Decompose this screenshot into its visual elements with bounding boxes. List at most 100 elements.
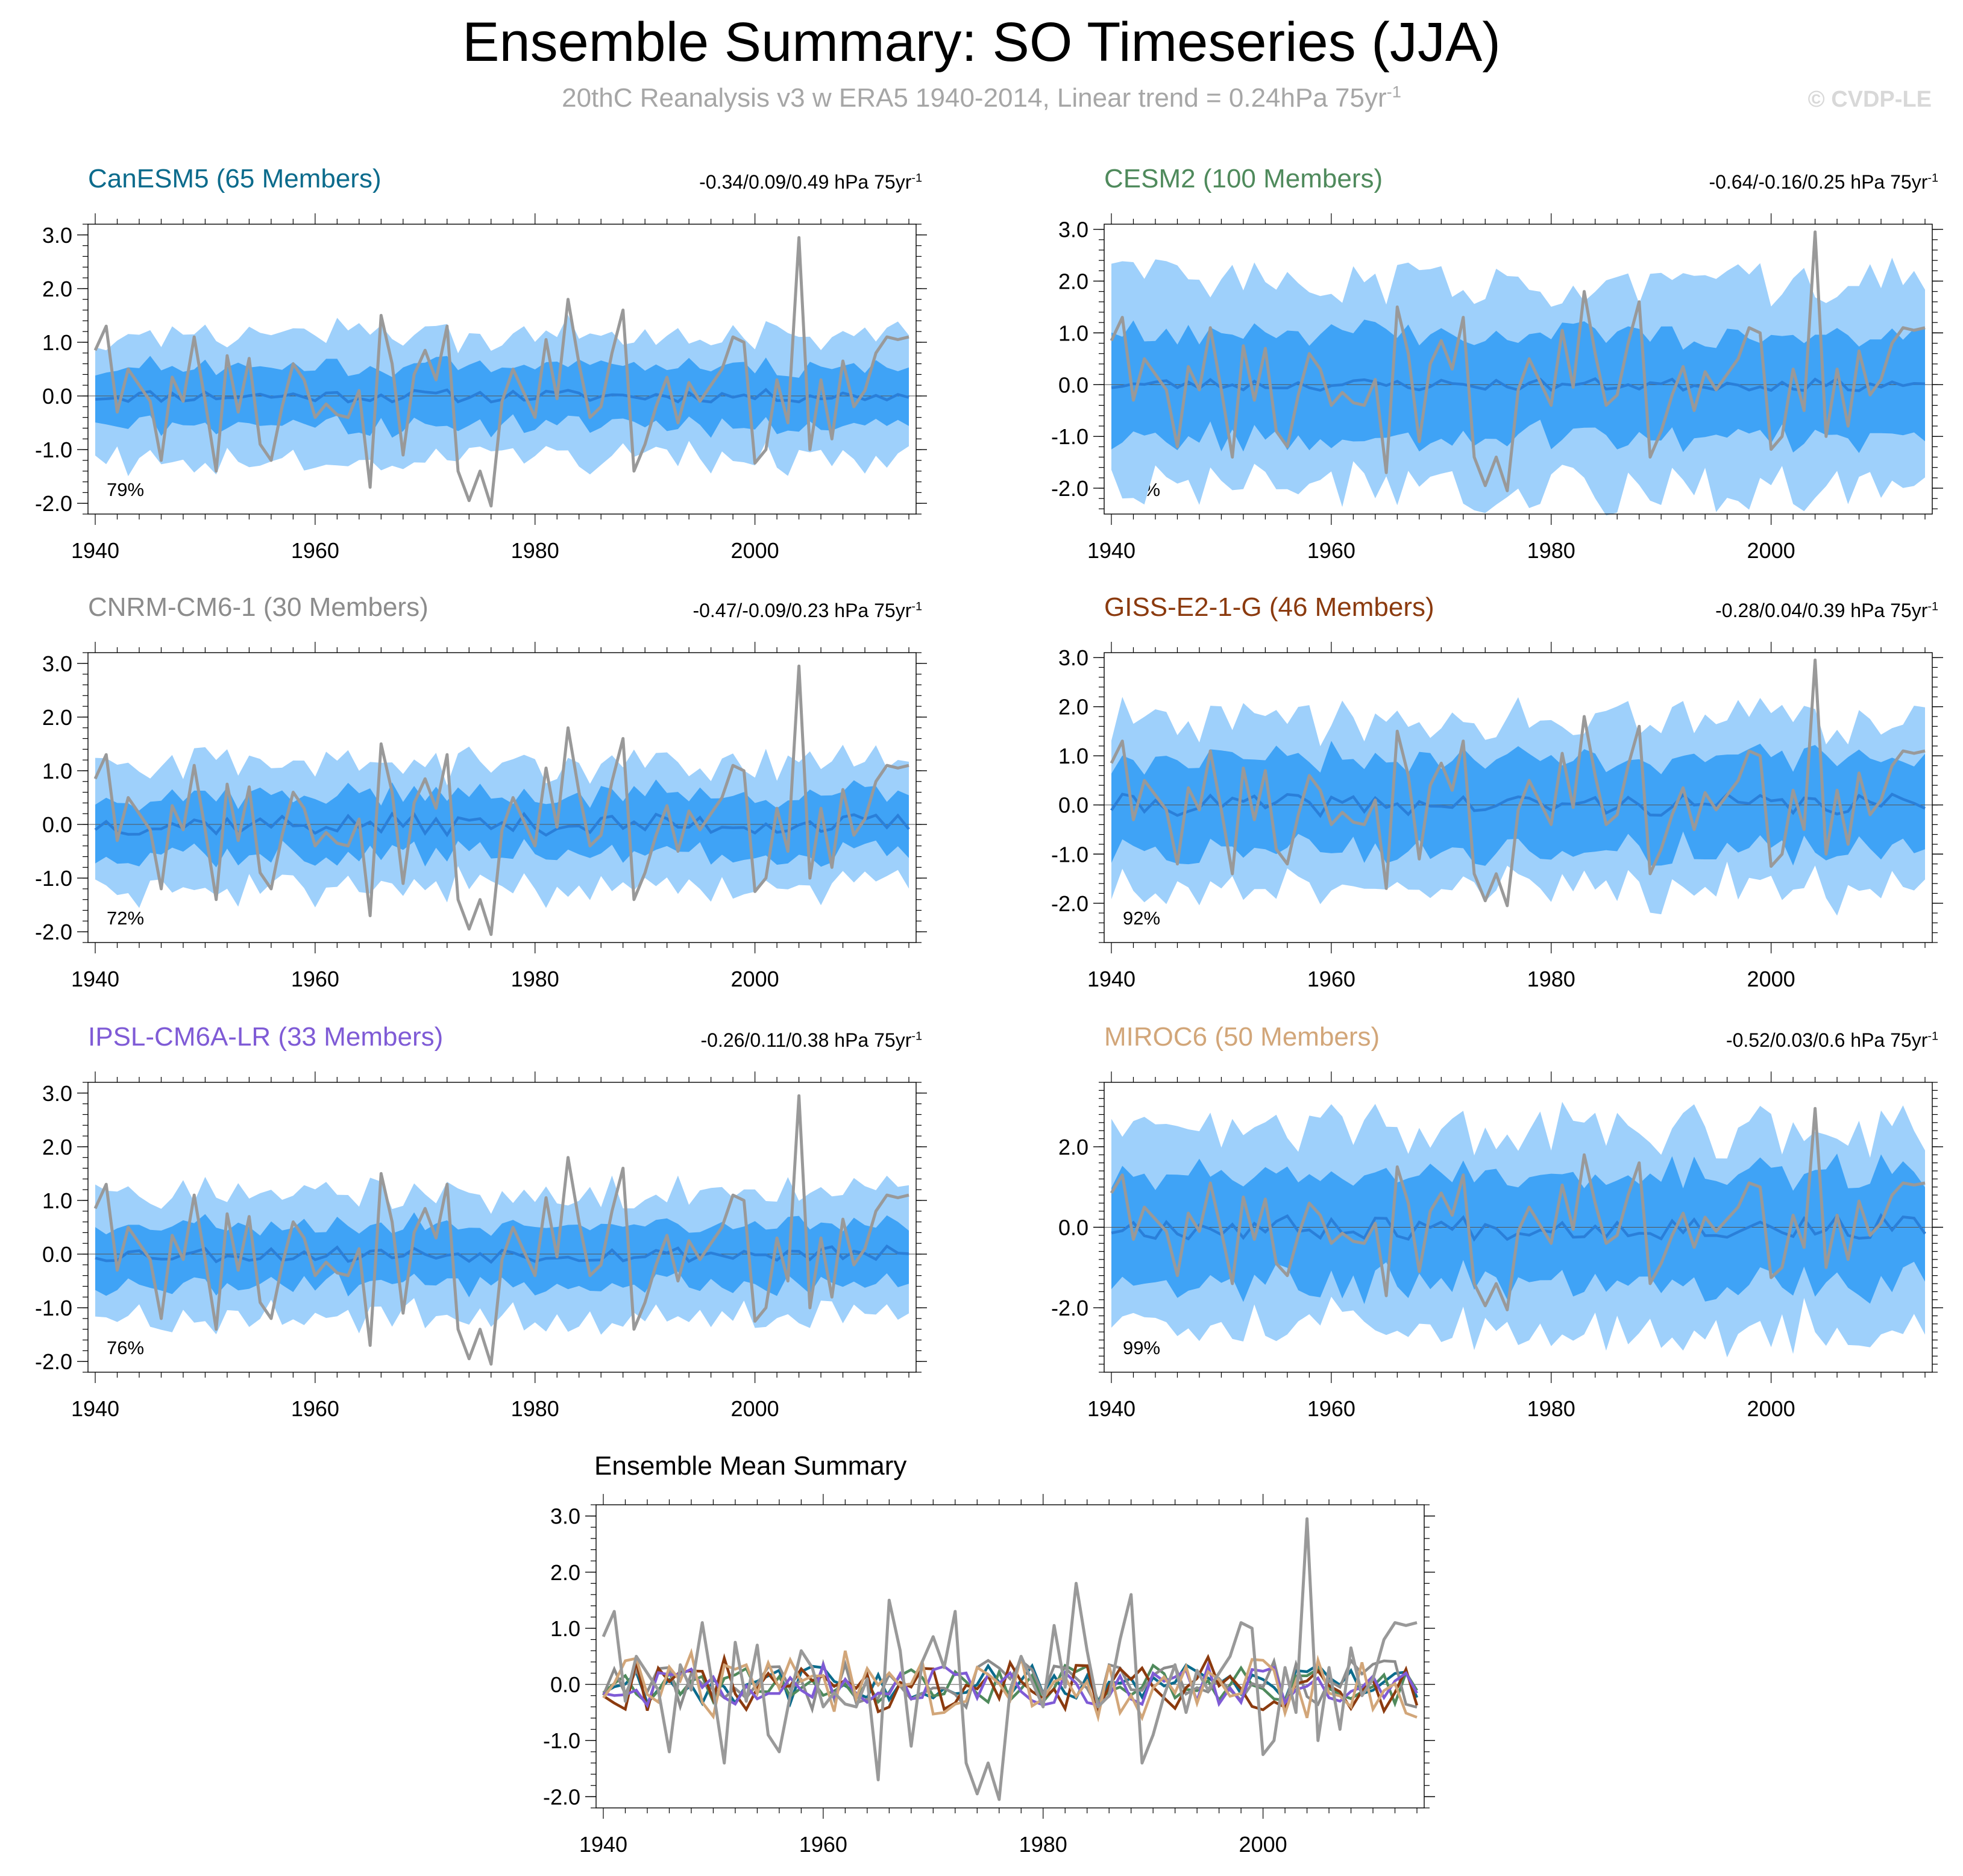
panel-title: MIROC6 (50 Members) <box>1104 1022 1380 1052</box>
panel-4-ytick-label: -2.0 <box>35 1349 72 1374</box>
percent-label: 79% <box>107 479 145 500</box>
panel-4-xtick-label: 1940 <box>71 1396 119 1421</box>
panel-5-ytick-label: 2.0 <box>1058 1135 1088 1159</box>
summary-ytick-label: -1.0 <box>543 1728 580 1753</box>
observed-line <box>93 1094 909 1366</box>
summary-panel: -2.0 -1.0 0.0 1.0 2.0 3.0 1940 1960 1980 2000 <box>543 1494 1435 1857</box>
observed-line <box>93 236 909 508</box>
panel-1-ytick-label: -2.0 <box>1051 476 1088 501</box>
main-title: Ensemble Summary: SO Timeseries (JJA) <box>462 11 1501 73</box>
panel-0-ytick-label: 0.0 <box>42 384 72 409</box>
panel-0-ytick-label: 3.0 <box>42 223 72 248</box>
panel-3-frame <box>1104 652 1933 943</box>
panel-5-xtick-label: 1940 <box>1087 1396 1135 1421</box>
panel-0-ytick-label: 1.0 <box>42 330 72 355</box>
panel-5-xtick-label: 1980 <box>1527 1396 1575 1421</box>
percent-label: 76% <box>107 1337 145 1358</box>
panel-title: CESM2 (100 Members) <box>1104 164 1383 193</box>
panel-5-xtick-label: 2000 <box>1747 1396 1795 1421</box>
panel-3-ytick-label: 1.0 <box>1058 744 1088 768</box>
panel-4-xtick-label: 2000 <box>731 1396 779 1421</box>
trend-range: -0.64/-0.16/0.25 hPa 75yr-1 <box>1709 171 1938 193</box>
panel-3-xtick-label: 2000 <box>1747 967 1795 991</box>
observed-line <box>1110 658 1926 908</box>
panel-1-xtick-label: 1960 <box>1307 538 1355 563</box>
trend-range: -0.26/0.11/0.38 hPa 75yr-1 <box>700 1029 922 1051</box>
panel-title: GISS-E2-1-G (46 Members) <box>1104 592 1434 622</box>
panel-5-ytick-label: 0.0 <box>1058 1216 1088 1240</box>
panel-3-xtick-label: 1980 <box>1527 967 1575 991</box>
trend-range: -0.47/-0.09/0.23 hPa 75yr-1 <box>693 600 922 621</box>
panel-1-ytick-label: -1.0 <box>1051 424 1088 449</box>
summary-ytick-label: -2.0 <box>543 1784 580 1809</box>
summary-xtick-label: 1960 <box>799 1832 847 1857</box>
subtitle: 20thC Reanalysis v3 w ERA5 1940-2014, Li… <box>562 82 1401 113</box>
panel-4-frame <box>87 1082 917 1373</box>
panel-4-ytick-label: 3.0 <box>42 1081 72 1106</box>
inner-spread-band <box>1111 741 1925 866</box>
panel-5: -2.0 0.0 2.0 1940 1960 1980 2000 <box>1051 1071 1943 1421</box>
observed-line <box>1110 230 1926 492</box>
summary-ytick-label: 0.0 <box>550 1672 580 1697</box>
panel-3-ytick-label: 0.0 <box>1058 793 1088 818</box>
trend-range: -0.52/0.03/0.6 hPa 75yr-1 <box>1726 1029 1938 1051</box>
panel-4-ytick-label: 1.0 <box>42 1188 72 1213</box>
panel-0-ytick-label: -1.0 <box>35 438 72 462</box>
panel-1-ytick-label: 2.0 <box>1058 269 1088 293</box>
panel-3-ytick-label: -2.0 <box>1051 891 1088 916</box>
panel-2-ytick-label: 0.0 <box>42 812 72 837</box>
trend-range: -0.34/0.09/0.49 hPa 75yr-1 <box>699 171 922 193</box>
panel-3-xtick-label: 1940 <box>1087 967 1135 991</box>
summary-ytick-label: 1.0 <box>550 1616 580 1641</box>
panel-1-xtick-label: 1940 <box>1087 538 1135 563</box>
panel-1: -2.0 -1.0 0.0 1.0 2.0 3.0 1940 1960 1980 2000 <box>1051 213 1943 563</box>
panel-1-xtick-label: 2000 <box>1747 538 1795 563</box>
panel-2-ytick-label: 2.0 <box>42 705 72 730</box>
panel-4-ytick-label: 0.0 <box>42 1242 72 1267</box>
panel-1-ytick-label: 3.0 <box>1058 218 1088 242</box>
watermark: © CVDP-LE <box>1808 87 1932 112</box>
summary-observed-line <box>601 1517 1418 1801</box>
panel-3: -2.0 -1.0 0.0 1.0 2.0 3.0 1940 1960 1980 2000 <box>1051 642 1943 991</box>
panel-2-ytick-label: -1.0 <box>35 866 72 891</box>
panel-2-xtick-label: 1980 <box>511 967 559 991</box>
trend-range: -0.28/0.04/0.39 hPa 75yr-1 <box>1715 600 1938 621</box>
observed-line <box>1110 1106 1926 1311</box>
panel-title: CanESM5 (65 Members) <box>88 164 382 193</box>
panel-4: -2.0 -1.0 0.0 1.0 2.0 3.0 1940 1960 1980 2000 <box>35 1071 927 1421</box>
panel-4-ytick-label: 2.0 <box>42 1135 72 1159</box>
summary-frame <box>595 1504 1425 1809</box>
panel-0-xtick-label: 1960 <box>291 538 339 563</box>
panel-2-xtick-label: 2000 <box>731 967 779 991</box>
percent-label: 72% <box>107 908 145 929</box>
panel-1-ytick-label: 0.0 <box>1058 372 1088 397</box>
panel-0-xtick-label: 2000 <box>731 538 779 563</box>
panel-3-ytick-label: 2.0 <box>1058 695 1088 720</box>
panel-0-xtick-label: 1940 <box>71 538 119 563</box>
panel-3-ytick-label: 3.0 <box>1058 645 1088 670</box>
panel-2-xtick-label: 1960 <box>291 967 339 991</box>
panel-0-ytick-label: -2.0 <box>35 491 72 516</box>
panel-title: CNRM-CM6-1 (30 Members) <box>88 592 429 622</box>
panel-0-ytick-label: 2.0 <box>42 277 72 301</box>
summary-xtick-label: 1980 <box>1019 1832 1067 1857</box>
panel-0: -2.0 -1.0 0.0 1.0 2.0 3.0 1940 1960 1980 2000 <box>35 213 927 563</box>
panel-1-ytick-label: 1.0 <box>1058 321 1088 345</box>
summary-xtick-label: 1940 <box>579 1832 627 1857</box>
panel-5-xtick-label: 1960 <box>1307 1396 1355 1421</box>
panel-2-ytick-label: 1.0 <box>42 759 72 783</box>
summary-ytick-label: 3.0 <box>550 1504 580 1529</box>
panel-3-ytick-label: -1.0 <box>1051 842 1088 867</box>
panel-4-ytick-label: -1.0 <box>35 1296 72 1320</box>
panel-3-xtick-label: 1960 <box>1307 967 1355 991</box>
percent-label: 99% <box>1123 1337 1161 1358</box>
panel-1-xtick-label: 1980 <box>1527 538 1575 563</box>
panel-title: IPSL-CM6A-LR (33 Members) <box>88 1022 444 1052</box>
panel-2-frame <box>87 652 917 943</box>
panel-5-ytick-label: -2.0 <box>1051 1296 1088 1320</box>
panel-2-ytick-label: -2.0 <box>35 920 72 944</box>
summary-xtick-label: 2000 <box>1239 1832 1287 1857</box>
panel-2: -2.0 -1.0 0.0 1.0 2.0 3.0 1940 1960 1980 2000 <box>35 642 927 991</box>
panel-1-frame <box>1104 224 1933 515</box>
